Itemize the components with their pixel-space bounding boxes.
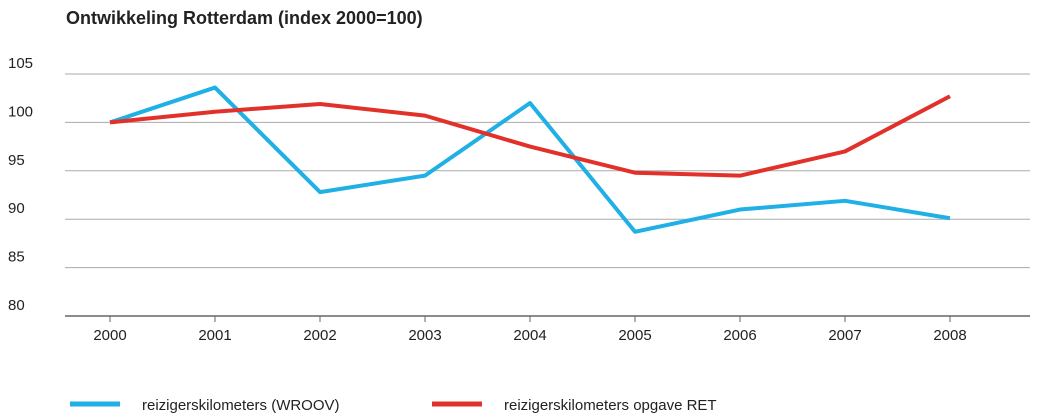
legend-label: reizigerskilometers (WROOV) <box>142 397 340 414</box>
y-tick-label: 80 <box>8 297 25 314</box>
y-tick-label: 95 <box>8 152 25 169</box>
x-tick-label: 2006 <box>723 327 756 344</box>
x-tick-label: 2005 <box>618 327 651 344</box>
x-tick-label: 2001 <box>198 327 231 344</box>
y-tick-label: 100 <box>8 103 33 120</box>
y-tick-label: 85 <box>8 249 25 266</box>
x-tick-label: 2007 <box>828 327 861 344</box>
legend-label: reizigerskilometers opgave RET <box>504 397 717 414</box>
line <box>109 85 951 234</box>
x-tick-label: 2008 <box>933 327 966 344</box>
x-tick-label: 2004 <box>513 327 546 344</box>
y-tick-label: 90 <box>8 200 25 217</box>
chart-title: Ontwikkeling Rotterdam (index 2000=100) <box>66 8 423 28</box>
x-tick-label: 2002 <box>303 327 336 344</box>
y-tick-label: 105 <box>8 55 33 72</box>
x-tick-label: 2003 <box>408 327 441 344</box>
line <box>109 94 951 178</box>
x-tick-label: 2000 <box>93 327 126 344</box>
